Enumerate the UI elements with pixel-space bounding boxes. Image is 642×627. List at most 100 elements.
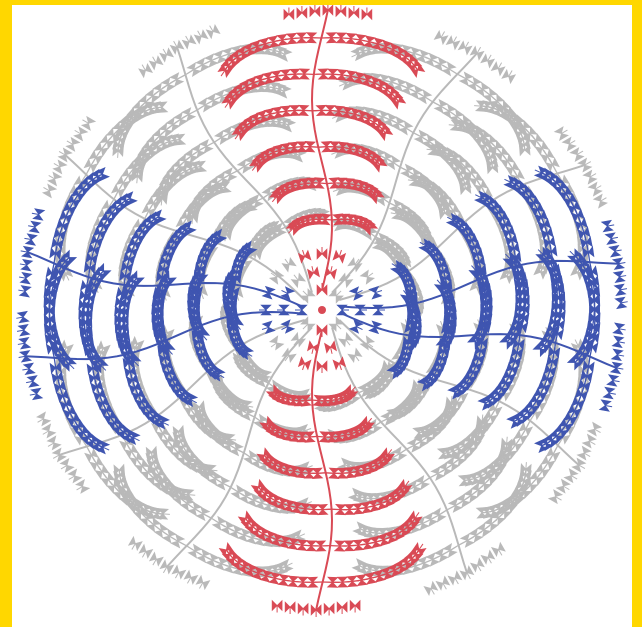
branch-glyph-stem [513, 170, 518, 177]
branch-glyph [539, 148, 555, 164]
branch-glyph [392, 77, 408, 92]
branch-glyph-stem [450, 111, 458, 117]
branch-glyph-shape [467, 76, 483, 92]
branch-glyph [586, 421, 603, 437]
branch-glyph [612, 322, 626, 335]
branch-glyph [613, 283, 628, 297]
branch-glyph [159, 47, 175, 63]
branch-glyph-shape [160, 77, 176, 93]
branch-glyph-stem [49, 301, 51, 309]
branch-glyph-shape [415, 49, 431, 64]
branch-glyph [475, 507, 489, 519]
branch-glyph-stem [568, 140, 576, 145]
branch-glyph-shape [413, 129, 429, 145]
branch-glyph-stem [108, 134, 114, 141]
branch-glyph-stem [414, 133, 422, 138]
branch-glyph-shape [186, 61, 202, 78]
branch-glyph-stem [456, 396, 461, 403]
branch-glyph-stem [492, 508, 500, 512]
branch-glyph [386, 407, 402, 423]
branch-glyph-stem [68, 363, 75, 370]
branch-glyph-stem [592, 292, 595, 301]
branch-glyph [499, 269, 514, 285]
branch-glyph-stem [463, 479, 471, 481]
branch-glyph-stem [449, 204, 454, 212]
branch-glyph [424, 52, 439, 68]
branch-glyph-stem [505, 112, 512, 118]
branch-glyph-shape [187, 501, 203, 517]
branch-glyph-stem [146, 518, 153, 524]
branch-glyph-shape [458, 71, 474, 87]
branch-glyph [423, 580, 439, 596]
branch-glyph-stem [374, 421, 381, 427]
branch-glyph-shape [437, 461, 454, 477]
branch-glyph [501, 68, 517, 85]
branch-glyph-shape [528, 132, 544, 149]
branch-glyph-shape [371, 237, 386, 251]
branch-glyph-stem [559, 308, 561, 316]
branch-glyph-stem [368, 112, 376, 116]
branch-glyph-shape [501, 68, 517, 85]
branch-glyph-stem [418, 431, 426, 434]
branch-glyph-stem [157, 317, 160, 325]
branch-glyph [457, 40, 473, 56]
branch-glyph-stem [536, 472, 542, 479]
branch-glyph-stem [476, 85, 484, 90]
branch-glyph-stem [160, 129, 167, 135]
branch-glyph-shape [417, 89, 433, 105]
branch-glyph [505, 160, 521, 177]
branch-glyph [36, 411, 52, 427]
branch-glyph-shape [436, 447, 450, 460]
dendrimer-arms [16, 5, 628, 617]
branch-glyph-stem [53, 253, 56, 261]
branch-glyph-shape [416, 555, 432, 571]
branch-glyph-shape [408, 84, 425, 100]
branch-glyph-stem [555, 496, 562, 501]
branch-glyph-stem [525, 128, 531, 135]
branch-glyph [452, 154, 468, 170]
branch-glyph-shape [41, 423, 57, 439]
branch-glyph-stem [491, 142, 497, 148]
branch-glyph-stem [443, 452, 451, 454]
branch-glyph-stem [484, 136, 491, 143]
branch-glyph-stem [384, 79, 392, 83]
branch-glyph-stem [531, 134, 537, 141]
branch-glyph-stem [440, 320, 444, 328]
branch-glyph [51, 447, 67, 463]
branch-glyph-shape [89, 456, 105, 472]
branch-glyph [516, 119, 532, 136]
branch-glyph [463, 165, 479, 181]
frame-border-right [632, 0, 642, 627]
branch-glyph [604, 232, 618, 245]
branch-glyph [509, 114, 526, 130]
dendrimer-diagram [16, 5, 628, 617]
branch-glyph-shape [155, 425, 171, 442]
branch-glyph [415, 49, 431, 64]
branch-glyph [587, 181, 603, 197]
branch-glyph [29, 387, 44, 401]
branch-glyph-stem [491, 161, 493, 169]
branch-glyph-stem [460, 161, 466, 168]
branch-glyph-stem [477, 180, 482, 187]
branch-glyph-stem [49, 328, 51, 336]
branch-glyph-shape [490, 61, 506, 77]
branch-glyph-stem [410, 88, 417, 93]
branch-glyph [608, 244, 622, 258]
branch-glyph [16, 310, 30, 324]
branch-glyph-stem [439, 192, 445, 199]
branch-glyph-stem [466, 167, 472, 174]
branch-glyph [482, 87, 498, 103]
branch-glyph [513, 429, 529, 445]
branch-glyph [459, 181, 472, 196]
branch-glyph-stem [448, 124, 456, 126]
branch-glyph [47, 171, 63, 187]
branch-glyph-shape [16, 310, 30, 324]
branch-glyph-shape [51, 447, 67, 463]
branch-glyph-stem [155, 106, 163, 109]
branch-glyph-stem [118, 469, 121, 477]
branch-glyph [46, 435, 62, 451]
branch-glyph-shape [442, 542, 458, 559]
branch-glyph-shape [380, 411, 396, 426]
branch-glyph-stem [594, 428, 601, 434]
branch-glyph-stem [600, 197, 607, 202]
